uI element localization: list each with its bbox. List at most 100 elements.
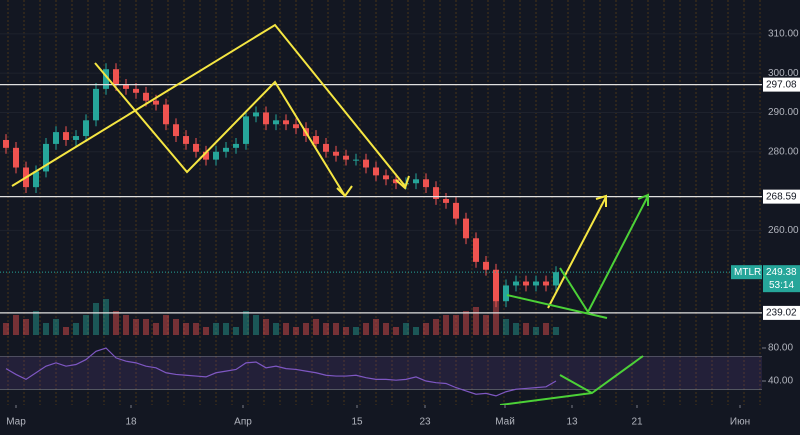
candle-body xyxy=(103,69,109,89)
level-label-box xyxy=(763,189,800,204)
countdown-label: 53:14 xyxy=(769,280,794,291)
candle-body xyxy=(83,120,89,137)
candle-body xyxy=(333,151,339,156)
candle-body xyxy=(283,120,289,125)
volume-bar xyxy=(113,311,119,335)
candle-body xyxy=(423,179,429,188)
candle-body xyxy=(113,69,119,85)
candle-body xyxy=(43,143,49,172)
volume-bar xyxy=(453,315,459,335)
rsi-tick-label: 80.00 xyxy=(768,343,793,354)
volume-bar xyxy=(63,327,69,335)
volume-bar xyxy=(203,327,209,335)
volume-bar xyxy=(123,315,129,335)
volume-bar xyxy=(153,323,159,335)
volume-bar xyxy=(483,315,489,335)
volume-bar xyxy=(503,319,509,335)
candle-body xyxy=(463,218,469,239)
volume-bar xyxy=(33,311,39,335)
candle-body xyxy=(533,281,539,286)
candle-body xyxy=(543,281,549,286)
candle-body xyxy=(523,281,529,286)
volume-bar xyxy=(323,323,329,335)
rsi-line xyxy=(5,347,557,397)
candle-body xyxy=(183,136,189,144)
volume-bar xyxy=(343,327,349,335)
candle-body xyxy=(493,269,499,302)
volume-bar xyxy=(283,323,289,335)
volume-bar xyxy=(233,327,239,335)
volume-bar xyxy=(543,323,549,335)
y-tick-label: 300.00 xyxy=(768,68,799,79)
trend-drawing xyxy=(559,195,649,315)
volume-bar xyxy=(513,323,519,335)
arrow-head xyxy=(595,194,607,207)
volume-bar xyxy=(193,323,199,335)
volume-bar xyxy=(213,323,219,335)
level-label-box xyxy=(763,77,800,92)
x-tick-label: 23 xyxy=(419,417,431,428)
volume-bar xyxy=(93,303,99,335)
rsi-tick-label: 40.00 xyxy=(768,376,793,387)
volume-bar xyxy=(333,323,339,335)
volume-bar xyxy=(353,327,359,335)
volume-bar xyxy=(493,299,499,335)
candle-body xyxy=(213,151,219,160)
trend-drawing xyxy=(11,23,406,187)
trend-drawing xyxy=(559,355,644,395)
candle-body xyxy=(73,136,79,140)
volume-bar xyxy=(523,323,529,335)
volume-bar xyxy=(373,319,379,335)
volume-bar xyxy=(13,315,19,335)
candle-body xyxy=(163,104,169,125)
candle-body xyxy=(93,88,99,121)
volume-bar xyxy=(253,315,259,335)
y-tick-label: 290.00 xyxy=(768,107,799,118)
volume-bar xyxy=(403,323,409,335)
volume-bar xyxy=(443,315,449,335)
candle-body xyxy=(553,272,559,286)
x-tick-label: Июн xyxy=(730,417,750,428)
candle-body xyxy=(33,171,39,188)
axes: 310.00 300.00 290.00 280.00 260.00 80.00 40.00… xyxy=(0,28,800,435)
volume-bar xyxy=(173,319,179,335)
volume-bar xyxy=(303,323,309,335)
y-tick-label: 260.00 xyxy=(768,225,799,236)
symbol-box xyxy=(731,265,762,280)
rsi-band xyxy=(0,356,762,390)
volume-bar xyxy=(263,319,269,335)
x-axis-band xyxy=(0,405,800,435)
volume-bar xyxy=(43,323,49,335)
candle-body xyxy=(253,112,259,117)
x-tick-label: 15 xyxy=(351,417,363,428)
volume-bar xyxy=(383,323,389,335)
volume-bar xyxy=(73,323,79,335)
candle-body xyxy=(243,116,249,144)
level-label: 297.08 xyxy=(766,79,797,90)
candle-body xyxy=(203,151,209,160)
candle-body xyxy=(443,198,449,203)
volume-bar xyxy=(143,319,149,335)
candle-body xyxy=(353,159,359,161)
y-tick-label: 280.00 xyxy=(768,146,799,157)
drawings xyxy=(11,23,649,406)
x-tick-label: 18 xyxy=(125,417,137,428)
symbol-label: MTLR xyxy=(734,267,761,278)
candle-body xyxy=(483,261,489,270)
candle-body xyxy=(3,139,9,148)
candle-body xyxy=(233,143,239,148)
volume-bar xyxy=(313,319,319,335)
x-tick-label: Апр xyxy=(234,417,252,428)
volume-bar xyxy=(3,323,9,335)
volume-bar xyxy=(163,315,169,335)
candle-body xyxy=(433,187,439,199)
candle-body xyxy=(323,143,329,152)
last-price-label: 249.38 xyxy=(766,267,797,278)
candle-body xyxy=(143,92,149,101)
candle-body xyxy=(363,159,369,168)
candle-body xyxy=(123,84,129,89)
volume-bar xyxy=(553,327,559,335)
candle-body xyxy=(413,179,419,184)
volume-bar xyxy=(83,315,89,335)
